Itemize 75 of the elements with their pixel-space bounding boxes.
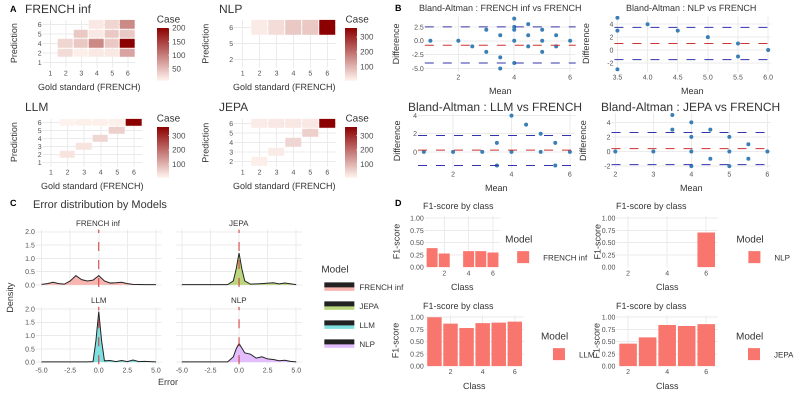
y-axis-title: Prediction: [200, 24, 211, 64]
y-axis-title: Prediction: [9, 23, 20, 64]
chart-title: LLM: [25, 100, 48, 114]
legend-title: Model: [540, 332, 568, 343]
chart-title: F1-score by class: [616, 301, 688, 311]
color-bar-label: 200: [172, 24, 186, 33]
y-axis-title: F1-score: [592, 224, 602, 260]
color-bar-label: 200: [172, 146, 186, 155]
chart-title: JEPA: [219, 100, 248, 114]
text: NLP: [231, 296, 247, 305]
y-axis-title: Prediction: [9, 122, 20, 162]
color-bar-label: 150: [172, 37, 186, 46]
color-bar-label: 100: [172, 160, 186, 170]
x-axis-title: Gold standard (FRENCH): [233, 181, 336, 191]
y-axis-title: Difference: [392, 120, 402, 162]
y-axis-title: Difference: [391, 23, 402, 64]
x-axis-title: Gold standard (FRENCH): [38, 82, 141, 92]
legend-title: Model: [321, 264, 349, 276]
legend-label: LLM: [359, 320, 376, 330]
legend-title: Model: [736, 234, 764, 246]
x-axis-title: Error: [158, 377, 178, 387]
legend-label: FRENCH inf: [543, 253, 588, 262]
text: FRENCH inf: [76, 219, 120, 228]
chart-title: Bland-Altman : JEPA vs FRENCH: [601, 100, 780, 114]
y-axis-title: Difference: [578, 120, 588, 162]
color-bar-label: 100: [172, 50, 186, 60]
text: JEPA: [774, 350, 794, 360]
color-bar-label: 50: [172, 64, 182, 74]
color-bar-label: 100: [360, 160, 374, 170]
color-bar-label: 300: [360, 32, 374, 42]
y-axis-title: Difference: [580, 23, 591, 64]
x-axis-title: Mean: [485, 183, 508, 193]
legend-label: NLP: [359, 340, 375, 349]
color-bar-label: 300: [360, 131, 374, 140]
chart-title: F1-score by class: [616, 201, 688, 211]
text: JEPA: [229, 219, 248, 228]
chart-title: Bland-Altman : NLP vs FRENCH: [626, 3, 756, 13]
color-bar-title: Case: [345, 113, 370, 124]
x-axis-title: Mean: [681, 86, 704, 96]
y-axis-title: Density: [4, 282, 15, 313]
legend-title: Model: [736, 332, 764, 343]
color-bar-label: 300: [172, 131, 186, 140]
x-axis-title: Class: [451, 282, 474, 292]
x-axis-title: Gold standard (FRENCH): [41, 181, 144, 191]
chart-title: FRENCH inf: [25, 2, 92, 16]
x-axis-title: Gold standard (FRENCH): [233, 82, 336, 92]
color-bar-label: 100: [360, 62, 374, 72]
x-axis-title: Class: [656, 282, 680, 292]
x-axis-title: Mean: [680, 183, 703, 193]
text: LLM: [91, 296, 107, 305]
y-axis-title: F1-score: [391, 224, 402, 260]
x-axis-title: Mean: [489, 86, 512, 96]
chart-title: Error distribution by Models: [33, 199, 168, 211]
color-bar-title: Case: [345, 14, 370, 26]
text: B: [395, 3, 402, 13]
legend-title: Model: [505, 234, 532, 246]
chart-title: Bland-Altman : FRENCH inf vs FRENCH: [419, 3, 582, 13]
text: A: [10, 4, 17, 14]
text: D: [395, 198, 402, 208]
chart-title: F1-score by class: [423, 301, 494, 311]
legend-label: NLP: [774, 253, 790, 262]
color-bar-label: 200: [360, 48, 374, 57]
text: C: [10, 198, 17, 208]
y-axis-title: Prediction: [200, 122, 211, 163]
color-bar-title: Case: [156, 14, 181, 26]
x-axis-title: Class: [656, 381, 680, 391]
color-bar-label: 200: [360, 146, 374, 155]
chart-title: NLP: [219, 2, 242, 16]
legend-label: JEPA: [359, 302, 380, 311]
y-axis-title: F1-score: [390, 322, 400, 358]
legend-label: FRENCH inf: [359, 282, 404, 292]
color-bar-title: Case: [156, 113, 181, 124]
chart-title: F1-score by class: [423, 201, 494, 211]
x-axis-title: Class: [463, 381, 486, 391]
chart-title: Bland-Altman : LLM vs FRENCH: [408, 100, 582, 114]
